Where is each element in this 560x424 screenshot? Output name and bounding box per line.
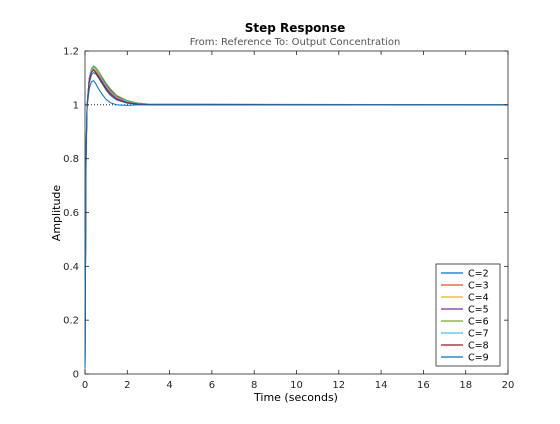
- legend: C=2C=3C=4C=5C=6C=7C=8C=9: [435, 263, 501, 367]
- ticks-layer: 0 2 4 6 8 10 12 14 16 18 20 0 0.2 0.4 0.6 0.8 1 1.2: [63, 47, 514, 392]
- legend-label: C=6: [468, 317, 489, 328]
- y-tick-label: 1.2: [63, 47, 79, 58]
- legend-box: [435, 263, 501, 367]
- legend-label: C=8: [468, 341, 489, 352]
- legend-label: C=7: [468, 329, 489, 340]
- chart-title: Step Response: [245, 21, 345, 35]
- legend-label: C=9: [468, 353, 489, 364]
- series-line-7: [84, 79, 508, 369]
- legend-label: C=4: [468, 293, 489, 304]
- legend-label: C=2: [468, 269, 489, 280]
- x-tick-label: 12: [332, 380, 345, 391]
- x-axis-label: Time (seconds): [253, 391, 338, 404]
- chart-subtitle: From: Reference To: Output Concentration: [190, 37, 401, 48]
- y-tick-label: 1: [73, 100, 79, 111]
- y-tick-label: 0.6: [63, 208, 79, 219]
- x-tick-label: 18: [459, 380, 472, 391]
- y-axis-label: Amplitude: [50, 185, 63, 242]
- y-tick-label: 0: [73, 370, 79, 381]
- y-tick-label: 0.2: [63, 316, 79, 327]
- x-tick-label: 0: [82, 380, 88, 391]
- x-tick-label: 10: [290, 380, 303, 391]
- x-tick-label: 16: [417, 380, 430, 391]
- y-tick-label: 0.8: [63, 154, 79, 165]
- legend-label: C=5: [468, 305, 489, 316]
- series-layer: [84, 65, 509, 369]
- x-tick-label: 20: [502, 380, 515, 391]
- series-line-6: [84, 69, 509, 369]
- x-tick-label: 14: [375, 380, 388, 391]
- y-tick-label: 0.4: [63, 262, 79, 273]
- legend-label: C=3: [468, 281, 489, 292]
- x-tick-label: 4: [166, 380, 172, 391]
- x-tick-label: 6: [209, 380, 215, 391]
- x-tick-label: 8: [251, 380, 257, 391]
- x-tick-label: 2: [124, 380, 130, 391]
